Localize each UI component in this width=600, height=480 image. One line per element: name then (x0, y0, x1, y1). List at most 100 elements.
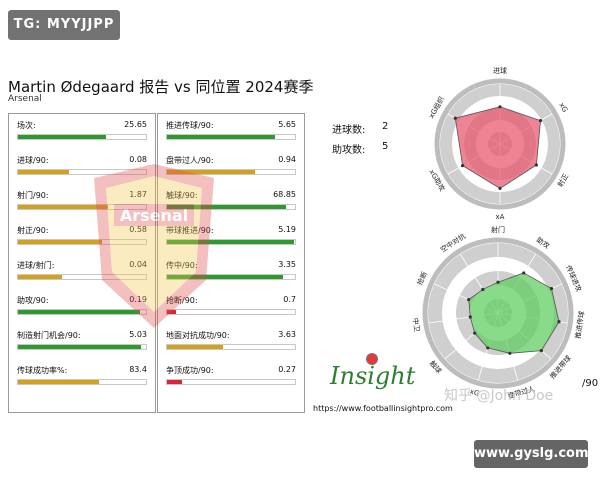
radar-point (496, 280, 500, 284)
metric-bar (17, 379, 147, 385)
metric-value: 3.35 (278, 260, 296, 269)
metric-bar-fill (18, 205, 108, 209)
metric-label: 地面对抗成功/90: (166, 331, 230, 340)
unit-suffix: /90 (582, 378, 599, 389)
radar-point (549, 286, 554, 291)
right-metrics-panel: 推进传球/90: 5.65 盘带过人/90: 0.94 触球/90: 68.85 带球推进/… (157, 113, 305, 413)
metric-row: 带球推进/90: 5.19 (166, 225, 296, 253)
radar-point (467, 298, 471, 302)
metric-bar-fill (18, 310, 140, 314)
metric-value: 3.63 (278, 330, 296, 339)
metric-row: 进球/90: 0.08 (17, 155, 147, 183)
insight-logo: Insight (330, 362, 416, 390)
metric-bar (166, 344, 296, 350)
metric-bar (17, 134, 147, 140)
radar-point (538, 119, 543, 123)
attribution-watermark: 知乎 @John Doe (444, 388, 554, 404)
metric-label: 射门/90: (17, 191, 49, 200)
radar-point (498, 105, 502, 109)
metric-value: 0.04 (129, 260, 147, 269)
metric-row: 触球/90: 68.85 (166, 190, 296, 218)
assists-value: 5 (382, 141, 389, 152)
metric-row: 进球/射门: 0.04 (17, 260, 147, 288)
metric-value: 0.58 (129, 225, 147, 234)
radar-axis-label: 进球 (493, 66, 507, 75)
metric-row: 射正/90: 0.58 (17, 225, 147, 253)
metric-row: 传球成功率%: 83.4 (17, 365, 147, 393)
metric-row: 抢断/90: 0.7 (166, 295, 296, 323)
metric-bar-fill (167, 170, 256, 174)
radar-point (481, 287, 485, 292)
metric-row: 射门/90: 1.87 (17, 190, 147, 218)
metric-value: 0.19 (129, 295, 147, 304)
metric-row: 传中/90: 3.35 (166, 260, 296, 288)
metric-bar (166, 309, 296, 315)
radar-outer-ring (434, 78, 566, 210)
metric-bar-fill (18, 240, 103, 244)
metric-value: 0.27 (278, 365, 296, 374)
radar-axis-label: xA (496, 213, 505, 221)
metric-value: 1.87 (129, 190, 147, 199)
metric-bar-fill (167, 345, 224, 349)
radar-point (453, 116, 457, 120)
metric-label: 传球成功率%: (17, 366, 68, 375)
metric-bar-fill (18, 380, 99, 384)
metric-bar (166, 274, 296, 280)
metric-row: 助攻/90: 0.19 (17, 295, 147, 323)
metric-row: 场次: 25.65 (17, 120, 147, 148)
radar-axis-label: 射门 (491, 225, 505, 234)
metric-value: 68.85 (273, 190, 296, 199)
metric-bar (17, 169, 147, 175)
site-badge: www.gyslg.com (474, 440, 589, 468)
metric-value: 5.19 (278, 225, 296, 234)
source-tag: TG: MYYJJPP (8, 10, 120, 40)
metric-label: 进球/射门: (17, 261, 55, 270)
radar-point (508, 351, 512, 355)
metric-label: 推进传球/90: (166, 121, 214, 130)
metric-bar-fill (167, 380, 183, 384)
metric-bar-fill (18, 345, 141, 349)
metric-label: 传中/90: (166, 261, 198, 270)
metric-label: 盘带过人/90: (166, 156, 214, 165)
metric-label: 抢断/90: (166, 296, 198, 305)
metric-value: 83.4 (129, 365, 147, 374)
metric-bar (166, 134, 296, 140)
metric-value: 0.7 (283, 295, 296, 304)
goals-value: 2 (382, 121, 389, 132)
metric-label: 触球/90: (166, 191, 198, 200)
radar-axis-label: xG (557, 101, 569, 113)
source-url[interactable]: https://www.footballinsightpro.com (313, 404, 453, 413)
radar-point (539, 348, 543, 353)
radar-point (468, 315, 472, 319)
radar-axis-label: 助攻 (535, 235, 552, 250)
metric-label: 进球/90: (17, 156, 49, 165)
metric-bar-fill (167, 310, 176, 314)
radar-point (534, 163, 538, 167)
radar-point (460, 164, 465, 168)
radar-axis-label: 抢断 (415, 270, 429, 286)
metric-value: 0.08 (129, 155, 147, 164)
metric-bar-fill (167, 240, 294, 244)
metric-bar (17, 274, 147, 280)
metric-label: 场次: (17, 121, 36, 130)
metric-bar-fill (18, 170, 70, 174)
metric-label: 争顶成功/90: (166, 366, 214, 375)
metric-bar (166, 204, 296, 210)
metric-value: 0.94 (278, 155, 296, 164)
radar-area (468, 272, 560, 354)
metric-row: 制造射门机会/90: 5.03 (17, 330, 147, 358)
metric-value: 5.65 (278, 120, 296, 129)
radar-outer-ring (422, 237, 574, 389)
goals-label: 进球数: (332, 125, 366, 136)
metric-bar-fill (18, 135, 107, 139)
metric-bar (17, 344, 147, 350)
metric-label: 制造射门机会/90: (17, 331, 81, 340)
assists-label: 助攻数: (332, 145, 366, 156)
goals-row: 进球数: 2 (332, 121, 412, 141)
metric-row: 推进传球/90: 5.65 (166, 120, 296, 148)
radar-point (557, 320, 561, 324)
metric-value: 5.03 (129, 330, 147, 339)
metric-label: 助攻/90: (17, 296, 49, 305)
